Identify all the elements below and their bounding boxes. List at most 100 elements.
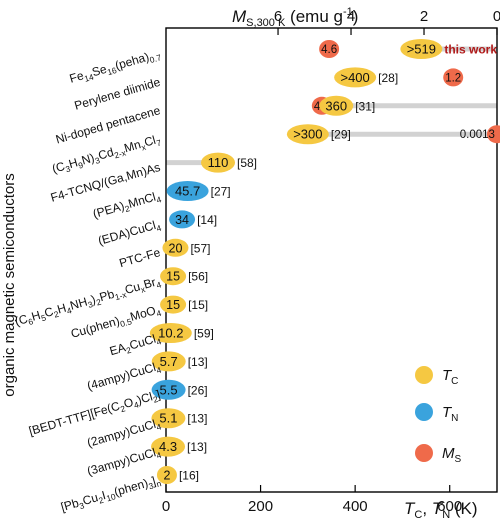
material-name-part: Se xyxy=(90,62,108,80)
tc-marker xyxy=(151,351,186,372)
tc-marker xyxy=(201,152,236,173)
tn-marker xyxy=(169,210,196,229)
material-name-part: 3 xyxy=(94,155,102,166)
x-bottom-tick-label: 400 xyxy=(343,498,368,515)
legend-swatch-tc xyxy=(415,366,433,384)
x-top-axis-label: MS,300 K (emu g-1) xyxy=(232,6,358,29)
x-top-axis-label-part: ) xyxy=(353,7,359,26)
material-name-part: ] xyxy=(155,387,162,401)
legend-label-part: S xyxy=(455,454,462,465)
material-name-part: n xyxy=(155,478,163,489)
material-name-part: 5 xyxy=(40,312,48,323)
material-name-part: 0.5 xyxy=(119,316,133,329)
ref-label: [13] xyxy=(187,440,207,454)
temp-label: 110 xyxy=(208,155,229,170)
material-name-part: x xyxy=(140,142,148,153)
ref-label: [57] xyxy=(190,241,210,255)
material-name-part: 2-x xyxy=(113,147,128,160)
material-name-part: 4 xyxy=(155,450,163,461)
ms-label: 4.6 xyxy=(321,44,337,56)
temp-label: 5.5 xyxy=(160,382,178,397)
material-name-part: 2 xyxy=(95,297,103,308)
material-name-part: Pb xyxy=(98,287,116,305)
material-name-part: 2 xyxy=(125,345,133,356)
ref-label: [15] xyxy=(188,298,208,312)
material-name-part: Mn xyxy=(123,137,143,155)
material-name-part: 2 xyxy=(119,403,127,414)
material-name-part: I xyxy=(100,488,107,502)
material-name-part: 2 xyxy=(152,394,160,405)
material-name-part: 4 xyxy=(155,365,163,376)
material-name-part: (C xyxy=(13,312,29,329)
temp-label: 10.2 xyxy=(158,326,183,341)
this-work-label: this work xyxy=(444,43,497,57)
ms-marker xyxy=(319,40,340,58)
material-name-part: N) xyxy=(80,151,96,168)
x-top-axis-label-part: M xyxy=(232,7,247,26)
material-name-part: PTC-Fe xyxy=(118,245,163,270)
tn-marker xyxy=(151,379,186,400)
material-name-part: 4 xyxy=(155,308,163,319)
tc-marker xyxy=(156,466,177,484)
legend-label-tc: TC xyxy=(442,367,458,387)
material-name-part: 1-x xyxy=(114,289,129,302)
material-name-part: 4 xyxy=(155,223,163,234)
ref-label: [27] xyxy=(211,185,231,199)
tc-marker xyxy=(160,295,187,314)
tc-marker xyxy=(151,436,186,457)
x-bottom-axis-label-part: N xyxy=(442,509,450,521)
material-name: [Pb3Cu2I10(phen)3]n xyxy=(59,472,162,516)
ref-label: [14] xyxy=(197,213,217,227)
temp-label: >300 xyxy=(293,127,322,142)
temp-label: 15 xyxy=(166,270,180,284)
ms-marker xyxy=(486,125,500,144)
material-name: PTC-Fe xyxy=(118,245,163,270)
tc-marker xyxy=(149,323,192,343)
material-name-part: O xyxy=(122,395,135,411)
ms-label: 1.2 xyxy=(445,72,461,84)
tc-marker xyxy=(319,95,354,116)
material-name-part: ) xyxy=(90,292,98,307)
material-name-part: 3 xyxy=(147,480,155,491)
x-bottom-tick-label: 600 xyxy=(437,498,462,515)
material-name-part: (C xyxy=(50,159,66,176)
material-name-part: (peha) xyxy=(113,50,150,73)
ref-label: [56] xyxy=(188,270,208,284)
material-name-part: Cd xyxy=(97,145,116,163)
material-name-part: (4ampy)CuCl xyxy=(86,360,158,393)
material-name-part: )Cl xyxy=(136,389,155,407)
material-name-part: 16 xyxy=(106,65,118,77)
temp-label: 5.1 xyxy=(159,411,177,426)
material-name-part: 9 xyxy=(77,160,85,171)
material-name-part: C xyxy=(43,304,56,320)
x-top-tick-label: 2 xyxy=(420,8,428,25)
material-name-part: EA xyxy=(108,340,127,358)
material-name-part: (PEA) xyxy=(91,199,126,221)
x-bottom-axis-label: TC, TN (K) xyxy=(404,499,478,521)
x-top-axis-label-part: (emu g xyxy=(285,7,343,26)
material-name-part: H xyxy=(56,301,68,317)
material-name-part: 4 xyxy=(155,194,163,205)
material-name-part: 2 xyxy=(124,203,132,214)
x-bottom-axis-label-part: C xyxy=(414,509,422,521)
temp-label: 360 xyxy=(325,98,347,113)
ref-label: [28] xyxy=(378,71,398,85)
x-top-tick-label: 6 xyxy=(274,8,282,25)
material-name-part: Br xyxy=(142,275,157,292)
material-name-part: [Pb xyxy=(59,496,80,515)
material-name-part: H xyxy=(30,308,42,324)
legend-label-part: C xyxy=(451,376,458,387)
legend-label-part: T xyxy=(442,404,453,421)
temp-label: 20 xyxy=(169,241,183,255)
tc-marker xyxy=(160,267,187,286)
temp-label: 2 xyxy=(163,469,170,483)
tc-marker xyxy=(286,124,329,145)
material-name-part: 10 xyxy=(105,491,117,503)
material-name-part: 7 xyxy=(155,137,163,148)
material-name: (EDA)CuCl4 xyxy=(96,217,162,250)
legend-label-part: N xyxy=(451,413,458,424)
tc-marker xyxy=(334,67,377,88)
ref-label: [16] xyxy=(179,469,199,483)
tc-marker xyxy=(400,39,443,59)
